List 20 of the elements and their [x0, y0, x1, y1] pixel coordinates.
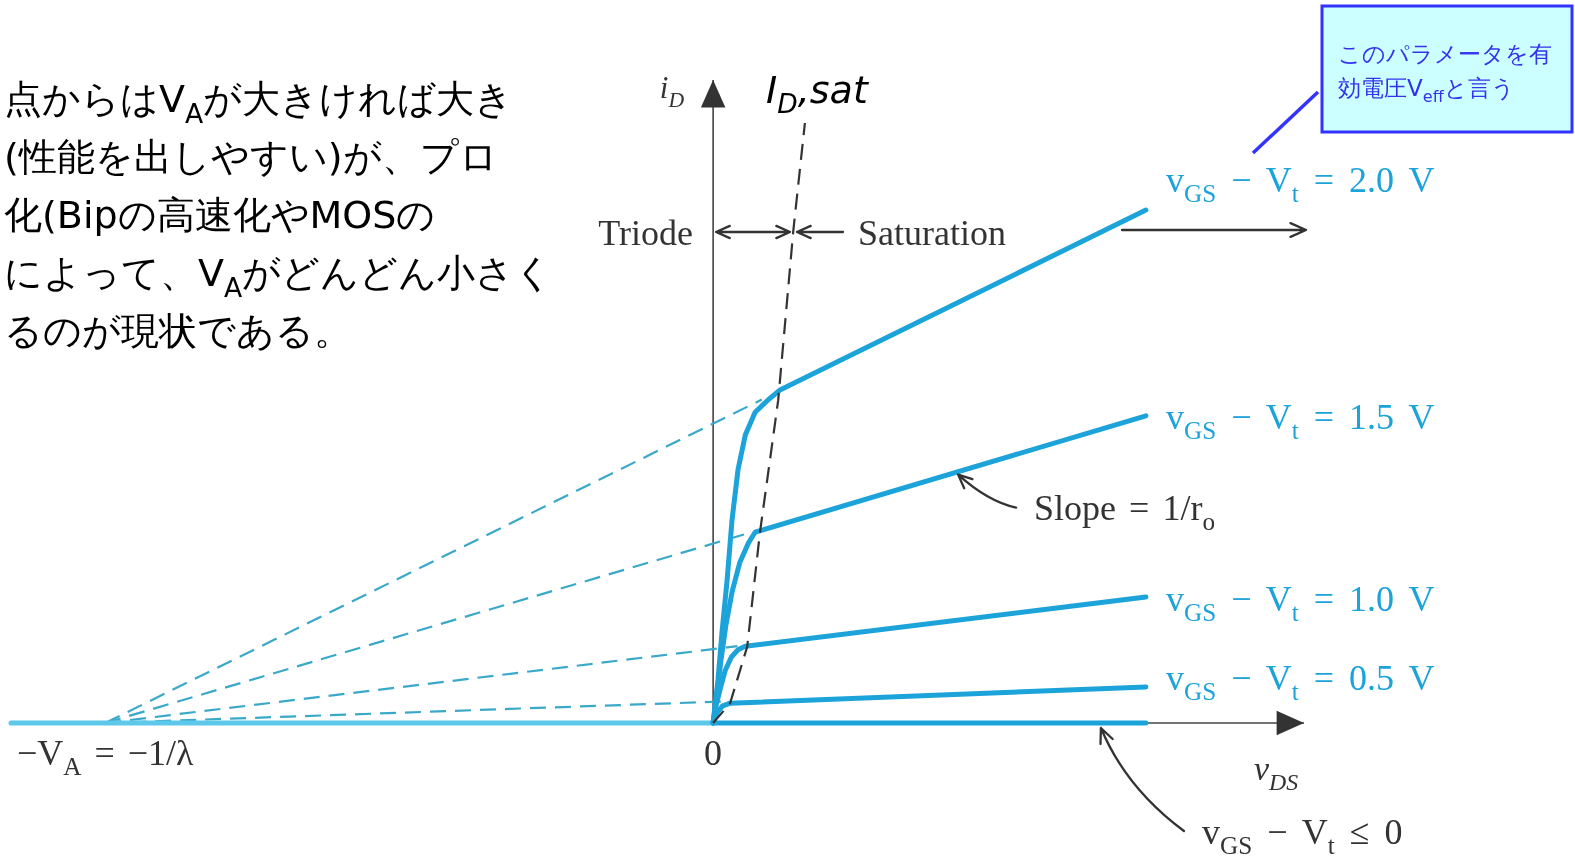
series-label: v$_{GS}$ − V$_{t}$ = 1.5 V [1165, 396, 1435, 444]
annotation: 点からはV$_{A}$が大きければ大き [4, 77, 514, 129]
annotation: Slope = 1/r$_{o}$ [1034, 487, 1215, 535]
series-label: v$_{GS}$ − V$_{t}$ ≤ 0 [1201, 811, 1403, 859]
annotation: によって、V$_{A}$がどんどん小さく [4, 251, 554, 303]
annotation: Saturation [858, 213, 1006, 253]
annotation: 効電圧V$_{eff}$と言う [1338, 75, 1515, 107]
x-axis-title: v$_{DS}$ [1253, 750, 1299, 795]
x-tick-label: −V$_{A}$ = −1/λ [16, 733, 194, 781]
series-label: v$_{GS}$ − V$_{t}$ = 2.0 V [1165, 159, 1435, 207]
series-label: I$_{D}$,sat [766, 67, 868, 120]
series-label: v$_{GS}$ − V$_{t}$ = 1.0 V [1165, 578, 1435, 626]
y-axis-title: i$_{D}$ [659, 70, 685, 112]
annotation: 化(Bipの高速化やMOSの [4, 193, 436, 237]
x-tick-label: 0 [704, 733, 723, 773]
annotation: (性能を出しやすい)が、プロ [4, 135, 498, 179]
annotation: このパラメータを有 [1338, 41, 1552, 67]
series-label: v$_{GS}$ − V$_{t}$ = 0.5 V [1165, 657, 1435, 705]
annotation: Triode [598, 213, 693, 253]
annotation: るのが現状である。 [4, 309, 352, 353]
